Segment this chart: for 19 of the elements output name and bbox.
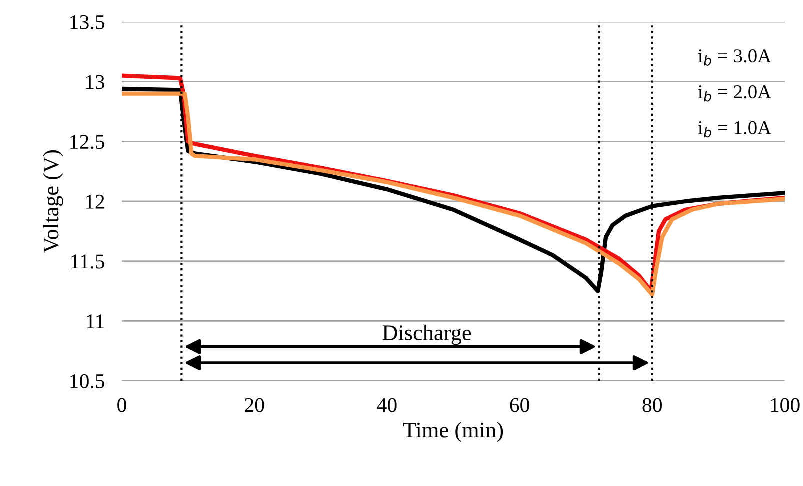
annotation: i$_{b}$ = 1.0A: [698, 121, 772, 138]
x-axis-title: Time (min): [403, 422, 504, 442]
x-tick-label: 100: [771, 398, 800, 412]
annotation: i$_{b}$ = 3.0A: [698, 50, 772, 66]
y-tick-label: 11.5: [71, 254, 105, 269]
annotation: Discharge: [382, 324, 472, 346]
x-tick-label: 40: [377, 398, 397, 412]
x-tick-label: 60: [510, 398, 530, 412]
y-tick-label: 12: [86, 194, 104, 209]
y-tick-label: 10.5: [70, 374, 105, 389]
y-tick-label: 12.5: [70, 135, 105, 150]
y-axis-title: Voltage (V): [43, 150, 64, 254]
y-tick-label: 13.5: [70, 15, 105, 30]
annotation: i$_{b}$ = 2.0A: [698, 85, 772, 102]
y-tick-label: 11: [87, 314, 104, 328]
y-tick-label: 13: [86, 75, 105, 90]
x-tick-label: 80: [642, 398, 662, 412]
x-tick-label: 20: [245, 398, 264, 412]
x-tick-label: 0: [118, 398, 126, 412]
